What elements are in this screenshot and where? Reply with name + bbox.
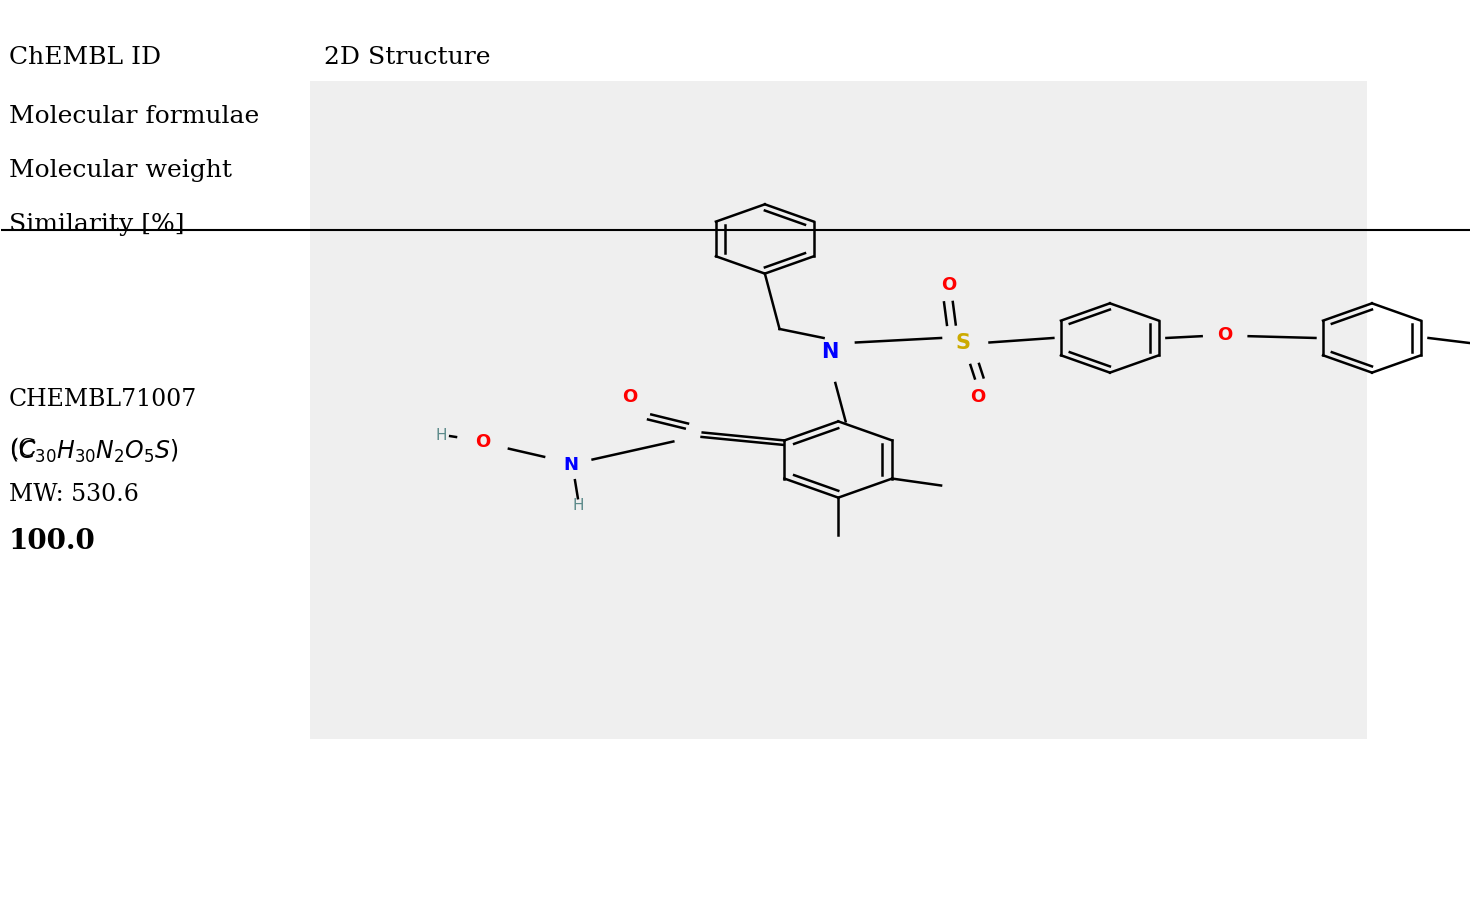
Text: MW: 530.6: MW: 530.6 [9,483,138,505]
Text: N: N [821,342,838,362]
Text: S: S [956,333,971,353]
Text: O: O [941,276,956,294]
Text: H: H [435,428,447,442]
Text: O: O [475,433,490,451]
Text: Molecular formulae: Molecular formulae [9,105,259,128]
Text: 2D Structure: 2D Structure [325,46,491,69]
Text: Similarity [%]: Similarity [%] [9,213,184,235]
Text: (C: (C [9,437,37,461]
Text: O: O [1218,326,1233,344]
Text: H: H [572,498,584,512]
Text: O: O [622,388,637,406]
Text: 100.0: 100.0 [9,528,96,555]
Text: CHEMBL71007: CHEMBL71007 [9,388,197,411]
Text: ChEMBL ID: ChEMBL ID [9,46,160,69]
FancyBboxPatch shape [310,82,1367,739]
Text: Molecular weight: Molecular weight [9,159,232,181]
Text: $(C_{30}H_{30}N_{2}O_{5}S)$: $(C_{30}H_{30}N_{2}O_{5}S)$ [9,437,178,465]
Text: N: N [563,456,578,474]
Text: O: O [971,388,986,406]
